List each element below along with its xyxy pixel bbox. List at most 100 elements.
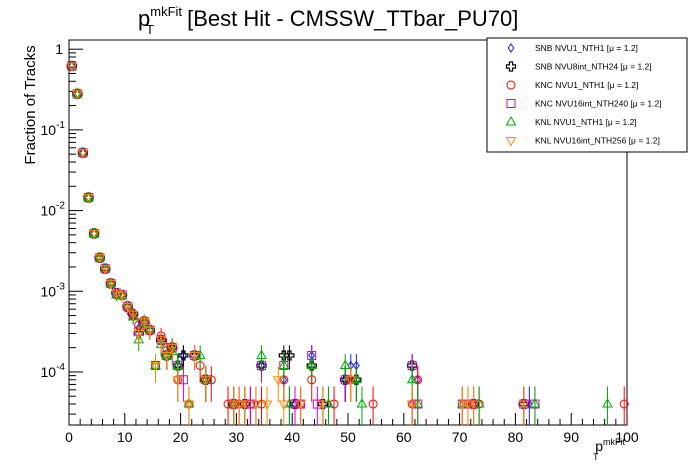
y-tick-label: 1 bbox=[55, 41, 63, 57]
data-point bbox=[72, 87, 83, 98]
series-2 bbox=[66, 60, 529, 425]
data-point bbox=[166, 344, 178, 354]
y-tick-label: 10-4 bbox=[41, 362, 66, 380]
data-point bbox=[206, 375, 216, 385]
data-point bbox=[312, 399, 322, 409]
data-point bbox=[233, 400, 245, 411]
data-point bbox=[317, 398, 328, 410]
data-point bbox=[602, 398, 613, 408]
x-axis-label: pmkFit T bbox=[593, 437, 625, 462]
data-point bbox=[133, 329, 145, 340]
y-tick-label: 10-3 bbox=[41, 281, 66, 299]
data-point bbox=[239, 400, 251, 411]
data-point bbox=[172, 376, 184, 386]
data-point bbox=[317, 400, 329, 411]
data-point bbox=[619, 399, 629, 409]
data-point bbox=[99, 265, 111, 275]
legend-marker bbox=[505, 61, 517, 72]
series-1 bbox=[68, 61, 533, 425]
data-point bbox=[278, 359, 290, 370]
data-point bbox=[88, 227, 100, 237]
data-point bbox=[413, 375, 423, 385]
data-point bbox=[261, 400, 273, 411]
data-point bbox=[178, 375, 188, 385]
data-point bbox=[72, 90, 83, 100]
series-6 bbox=[66, 62, 530, 425]
x-tick-label: 90 bbox=[563, 429, 579, 445]
legend-box bbox=[486, 37, 688, 153]
x-tick-label: 40 bbox=[284, 429, 300, 445]
data-point bbox=[295, 400, 306, 411]
data-point bbox=[245, 399, 255, 409]
y-tick-label: 10-2 bbox=[41, 201, 66, 219]
data-point bbox=[223, 399, 233, 409]
x-tick-label: 20 bbox=[173, 429, 189, 445]
series-4 bbox=[67, 61, 540, 425]
data-point bbox=[77, 146, 89, 157]
x-tick-label: 0 bbox=[65, 429, 73, 445]
x-tick-label: 70 bbox=[452, 429, 468, 445]
data-point bbox=[329, 399, 339, 409]
legend-label: KNL NVU1_NTH1 [μ = 1.2] bbox=[535, 117, 637, 127]
legend-marker bbox=[505, 137, 517, 147]
data-point bbox=[406, 373, 418, 384]
legend-label: SNB NVU8int_NTH24 [μ = 1.2] bbox=[535, 62, 652, 72]
data-point bbox=[278, 400, 290, 411]
x-tick-label: 50 bbox=[340, 429, 356, 445]
data-point bbox=[155, 336, 167, 346]
data-point bbox=[183, 400, 195, 411]
data-point bbox=[462, 400, 474, 411]
data-point bbox=[356, 398, 368, 408]
x-tick-label: 10 bbox=[117, 429, 133, 445]
data-point bbox=[105, 279, 117, 290]
data-point bbox=[306, 359, 318, 370]
data-point bbox=[161, 351, 173, 362]
legend-label: SNB NVU1_NTH1 [μ = 1.2] bbox=[535, 43, 638, 53]
chart-title: pmkFit T [Best Hit - CMSSW_TTbar_PU70] bbox=[138, 4, 518, 37]
legend-label: KNC NVU1_NTH1 [μ = 1.2] bbox=[535, 80, 638, 90]
data-point bbox=[144, 326, 156, 337]
data-point bbox=[518, 400, 530, 411]
data-point bbox=[345, 376, 357, 386]
data-point bbox=[122, 302, 133, 313]
data-point bbox=[138, 318, 150, 328]
data-point bbox=[468, 400, 479, 411]
data-point bbox=[368, 399, 378, 409]
data-point bbox=[339, 359, 351, 370]
data-point bbox=[83, 194, 94, 204]
legend: SNB NVU1_NTH1 [μ = 1.2] SNB NVU8int_NTH24… bbox=[486, 37, 688, 153]
data-point bbox=[94, 254, 106, 264]
legend-marker bbox=[505, 115, 517, 126]
x-tick-label: 100 bbox=[615, 429, 639, 445]
data-point bbox=[178, 350, 189, 361]
legend-marker bbox=[506, 80, 516, 90]
data-marks bbox=[66, 60, 629, 425]
data-point bbox=[150, 362, 161, 372]
x-tick-label: 60 bbox=[396, 429, 412, 445]
legend-label: KNL NVU16int_NTH256 [μ = 1.2] bbox=[535, 136, 660, 146]
y-axis: 1 10-1 10-2 10-3 10-4 bbox=[41, 41, 83, 415]
data-point bbox=[116, 291, 128, 301]
data-point bbox=[257, 399, 267, 409]
y-axis-label: Fraction of Tracks bbox=[22, 45, 39, 164]
data-point bbox=[66, 60, 78, 71]
data-point bbox=[457, 400, 468, 411]
x-tick-label: 30 bbox=[229, 429, 245, 445]
legend-marker bbox=[506, 99, 516, 108]
x-tick-label: 80 bbox=[508, 429, 524, 445]
legend-label: KNC NVU16int_NTH240 [μ = 1.2] bbox=[535, 99, 662, 109]
data-point bbox=[83, 191, 94, 202]
data-point bbox=[290, 399, 300, 409]
data-point bbox=[284, 350, 295, 361]
legend-marker bbox=[507, 43, 515, 53]
y-tick-label: 10-1 bbox=[41, 120, 66, 138]
data-point bbox=[256, 349, 267, 359]
data-point bbox=[228, 400, 239, 411]
data-point bbox=[272, 376, 284, 386]
x-axis: 0 10 20 30 40 50 60 70 80 90 100 bbox=[65, 413, 639, 445]
data-point bbox=[77, 149, 89, 159]
data-point bbox=[88, 229, 100, 240]
data-point bbox=[200, 376, 212, 386]
data-point bbox=[250, 400, 262, 411]
